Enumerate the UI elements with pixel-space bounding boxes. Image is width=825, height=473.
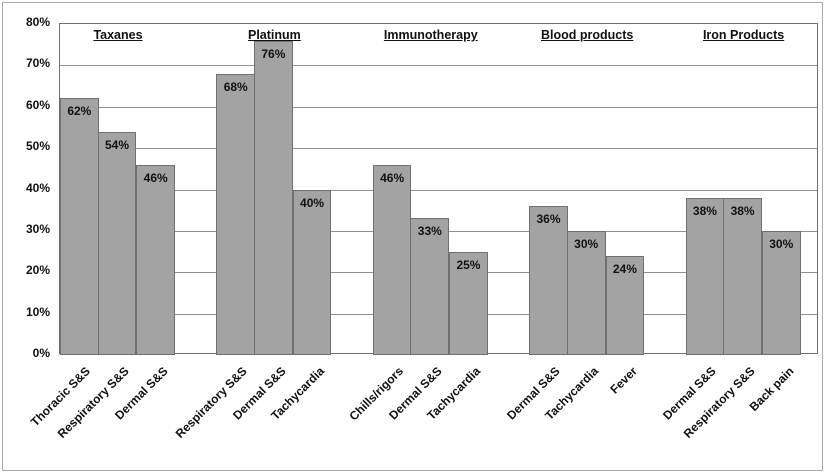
y-tick-label: 30% — [25, 221, 50, 236]
y-tick-label: 70% — [25, 56, 50, 71]
bar-iron-products-back-pain: 30% — [761, 230, 801, 355]
bar-taxanes-dermal-s-s: 46% — [136, 164, 175, 355]
gridline — [60, 148, 817, 150]
gridline — [60, 65, 817, 67]
y-tick-label: 10% — [25, 304, 50, 319]
bar-blood-products-fever: 24% — [605, 255, 645, 355]
y-tick-label: 0% — [32, 346, 50, 360]
bar-value-label: 76% — [261, 46, 286, 61]
bar-value-label: 33% — [417, 224, 442, 239]
bar-blood-products-tachycardia: 30% — [566, 230, 606, 355]
gridline — [60, 189, 817, 191]
bar-value-label: 38% — [692, 203, 717, 218]
bar-value-label: 46% — [143, 170, 168, 185]
group-label-platinum: Platinum — [247, 28, 301, 42]
bar-value-label: 54% — [104, 137, 129, 152]
y-tick-label: 80% — [25, 15, 50, 29]
gridline — [60, 106, 817, 108]
bar-value-label: 30% — [574, 236, 599, 251]
bar-platinum-dermal-s-s: 76% — [254, 40, 293, 355]
y-tick-label: 40% — [25, 180, 50, 195]
bar-value-label: 40% — [300, 195, 325, 210]
bar-value-label: 46% — [380, 170, 405, 185]
y-tick-label: 60% — [25, 97, 50, 112]
bar-value-label: 24% — [612, 261, 637, 276]
bar-platinum-respiratory-s-s: 68% — [216, 73, 256, 355]
bar-taxanes-thoracic-s-s: 62% — [60, 98, 99, 355]
bar-taxanes-respiratory-s-s: 54% — [97, 131, 137, 355]
bar-iron-products-dermal-s-s: 38% — [685, 197, 725, 355]
bar-value-label: 36% — [536, 212, 561, 227]
group-label-taxanes: Taxanes — [93, 28, 143, 42]
bar-immunotherapy-dermal-s-s: 33% — [410, 218, 450, 355]
plot-area: 62% Thoracic S&S 54% Respiratory S&S 46% Derm… — [28, 23, 818, 441]
bar-value-label: 38% — [730, 203, 755, 218]
bar-blood-products-dermal-s-s: 36% — [529, 206, 568, 355]
group-label-blood-products: Blood products — [541, 28, 634, 42]
x-tick-label: Respiratory S&S — [172, 364, 250, 441]
group-label-immunotherapy: Immunotherapy — [383, 28, 478, 42]
bar-immunotherapy-tachycardia: 25% — [449, 251, 488, 355]
bar-platinum-tachycardia: 40% — [292, 189, 332, 355]
group-label-iron-products: Iron Products — [702, 28, 785, 42]
bar-value-label: 68% — [223, 79, 248, 94]
x-tick-label: Respiratory S&S — [680, 364, 758, 441]
bar-value-label: 25% — [456, 257, 481, 272]
bar-iron-products-respiratory-s-s: 38% — [723, 197, 762, 355]
y-tick-label: 50% — [25, 139, 50, 154]
bar-immunotherapy-chills-rigors: 46% — [372, 164, 412, 355]
bar-value-label: 62% — [67, 104, 92, 119]
x-tick-label: Fever — [607, 364, 640, 397]
bar-value-label: 30% — [769, 236, 794, 251]
y-tick-label: 20% — [25, 263, 50, 278]
